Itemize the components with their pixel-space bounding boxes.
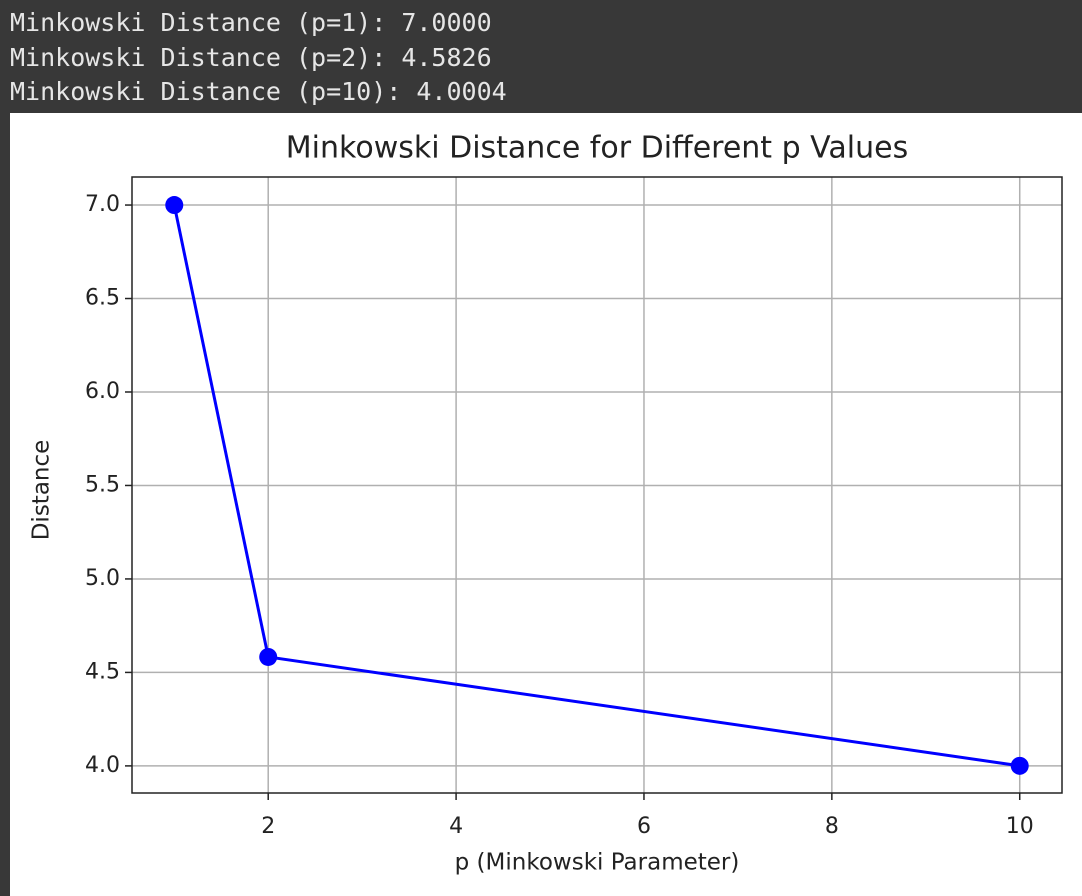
x-tick-label: 8 <box>825 814 839 839</box>
y-tick-label: 4.0 <box>85 753 120 778</box>
y-tick-label: 7.0 <box>85 192 120 217</box>
figure-background <box>10 113 1082 896</box>
plot-frame <box>131 176 1063 794</box>
x-tick-label: 4 <box>449 814 463 839</box>
y-tick-label: 6.5 <box>85 286 120 311</box>
data-point <box>259 647 278 666</box>
y-tick-label: 4.5 <box>85 659 120 684</box>
y-tick-label: 6.0 <box>85 379 120 404</box>
y-tick-label: 5.0 <box>85 566 120 591</box>
x-tick-label: 6 <box>637 814 651 839</box>
chart-title: Minkowski Distance for Different p Value… <box>286 131 908 166</box>
console-output: Minkowski Distance (p=1): 7.0000 Minkowsk… <box>10 6 507 110</box>
x-axis-label: p (Minkowski Parameter) <box>455 850 740 876</box>
y-axis-label: Distance <box>29 440 55 541</box>
console-line: Minkowski Distance (p=2): 4.5826 <box>10 42 492 72</box>
console-line: Minkowski Distance (p=1): 7.0000 <box>10 8 492 37</box>
data-point <box>1010 756 1029 775</box>
data-point <box>165 196 184 215</box>
x-tick-label: 2 <box>261 814 275 839</box>
x-tick-label: 10 <box>1006 814 1034 839</box>
y-tick-label: 5.5 <box>85 472 120 497</box>
console-line: Minkowski Distance (p=10): 4.0004 <box>10 77 507 106</box>
